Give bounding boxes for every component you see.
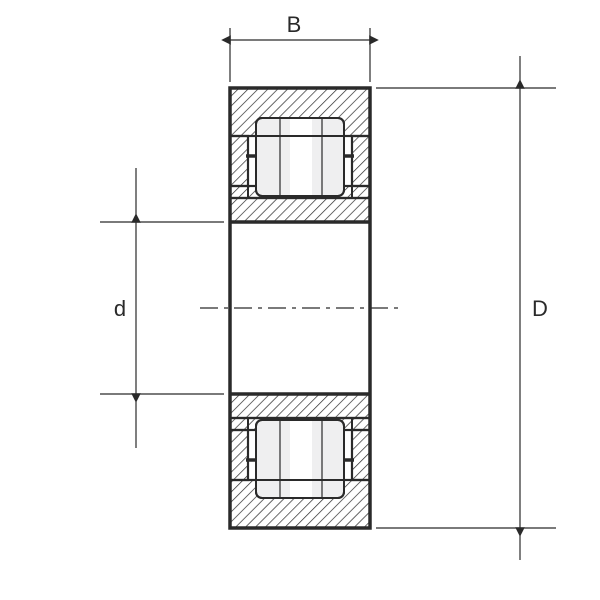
outer-ring-bottom-flange-right — [352, 430, 370, 480]
label-D: D — [532, 296, 548, 321]
dimension-B: B — [230, 12, 370, 82]
dimension-D: D — [376, 56, 556, 560]
bearing-cross-section-diagram: B d D — [0, 0, 600, 600]
roller-bottom — [256, 420, 344, 498]
inner-ring-top — [230, 198, 370, 222]
roller-top — [256, 118, 344, 196]
label-B: B — [287, 12, 302, 37]
outer-ring-top-flange-right — [352, 136, 370, 186]
inner-ring-bottom — [230, 394, 370, 418]
label-d: d — [114, 296, 126, 321]
outer-ring-top-flange-left — [230, 136, 248, 186]
outer-ring-bottom-flange-left — [230, 430, 248, 480]
